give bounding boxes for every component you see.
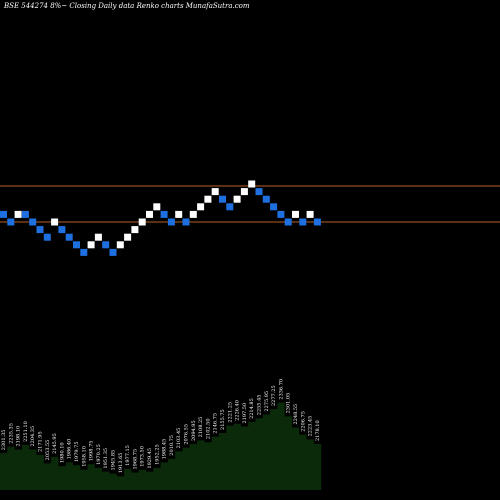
up-brick <box>175 210 183 218</box>
price-label: 1988.45 <box>162 439 168 460</box>
up-brick <box>124 233 132 241</box>
up-brick <box>197 203 205 211</box>
price-label: 2146.75 <box>213 413 219 434</box>
up-brick <box>189 210 197 218</box>
price-label: 2235.35 <box>8 423 14 444</box>
up-brick <box>146 210 153 218</box>
down-brick <box>160 210 168 218</box>
price-label: 1998.75 <box>89 441 95 462</box>
price-labels-group: 2301.35 2235.35 2198.10 2251.10 2204.35 2171.… <box>1 379 321 473</box>
up-brick <box>138 218 146 226</box>
down-brick <box>226 203 234 211</box>
price-label: 2145.95 <box>52 433 58 454</box>
price-label: 2223.45 <box>308 416 314 437</box>
volume-area-group <box>0 402 322 490</box>
down-brick <box>284 218 292 226</box>
down-brick <box>277 210 285 218</box>
price-label: 2214.85 <box>249 398 255 419</box>
price-label: 2226.40 <box>235 400 241 421</box>
up-brick <box>211 188 219 196</box>
down-brick <box>21 210 29 218</box>
price-label: 1979.75 <box>74 441 80 462</box>
price-label: 2251.10 <box>23 421 29 442</box>
down-brick <box>80 248 88 256</box>
price-label: 2301.35 <box>1 430 7 451</box>
down-brick <box>219 195 226 203</box>
down-brick <box>65 233 73 241</box>
price-label: 2255.45 <box>257 395 263 416</box>
price-label: 1929.45 <box>147 448 153 469</box>
up-brick <box>292 210 299 218</box>
price-label: 1986.40 <box>67 439 73 460</box>
price-label: 1970.25 <box>96 444 102 465</box>
down-brick <box>262 195 270 203</box>
chart-title: BSE 544274 8%~ Closing Daily data Renko … <box>4 2 250 10</box>
price-label: 1968.75 <box>132 449 138 470</box>
up-brick <box>204 195 212 203</box>
price-label: 2277.25 <box>271 385 277 406</box>
down-brick <box>299 218 307 226</box>
price-label: 2171.95 <box>38 431 44 452</box>
down-brick <box>43 233 51 241</box>
price-label: 1945.85 <box>111 450 117 471</box>
down-brick <box>313 218 321 226</box>
price-label: 2221.25 <box>227 402 233 423</box>
up-brick <box>131 226 139 234</box>
price-label: 2248.55 <box>293 404 299 425</box>
up-brick <box>51 218 59 226</box>
price-label: 2204.35 <box>30 426 36 447</box>
price-label: 1951.35 <box>103 448 109 469</box>
price-label: 2076.55 <box>184 424 190 445</box>
price-label: 2336.70 <box>278 379 284 400</box>
price-label: 1980.10 <box>59 442 65 463</box>
down-brick <box>109 248 117 256</box>
down-brick <box>29 218 37 226</box>
price-label: 2094.95 <box>191 420 197 441</box>
price-label: 2102.50 <box>205 418 211 439</box>
reference-lines-group <box>0 185 500 223</box>
up-brick <box>94 233 102 241</box>
price-label: 2108.25 <box>198 417 204 438</box>
volume-area <box>0 402 322 490</box>
price-label: 2155.75 <box>220 409 226 430</box>
up-brick <box>153 203 161 211</box>
price-label: 2010.75 <box>169 435 175 456</box>
down-brick <box>102 241 110 249</box>
up-brick <box>306 210 314 218</box>
price-label: 2197.50 <box>242 403 248 424</box>
down-brick <box>36 226 44 234</box>
down-brick <box>255 188 263 196</box>
up-brick <box>87 241 95 249</box>
price-label: 1913.65 <box>118 453 124 474</box>
price-label: 2206.75 <box>300 411 306 432</box>
down-brick <box>58 226 66 234</box>
down-brick <box>270 203 278 211</box>
down-brick <box>182 218 190 226</box>
price-label: 2103.45 <box>176 428 182 449</box>
down-brick <box>7 218 15 226</box>
price-label: 1977.15 <box>125 445 131 466</box>
price-label: 2275.95 <box>264 391 270 412</box>
price-label: 2178.10 <box>315 420 321 441</box>
up-brick <box>116 241 124 249</box>
price-label: 2198.10 <box>16 426 22 447</box>
price-label: 2053.55 <box>45 440 51 461</box>
price-label: 2301.05 <box>286 393 292 414</box>
up-brick <box>240 188 248 196</box>
up-brick <box>233 195 241 203</box>
price-label: 1958.10 <box>81 446 87 467</box>
down-brick <box>73 241 80 249</box>
price-label: 1973.50 <box>140 446 146 467</box>
down-brick <box>0 210 7 218</box>
up-brick <box>248 180 256 188</box>
up-brick <box>14 210 22 218</box>
down-brick <box>167 218 175 226</box>
price-label: 1952.25 <box>154 444 160 465</box>
bricks-group <box>0 180 321 256</box>
